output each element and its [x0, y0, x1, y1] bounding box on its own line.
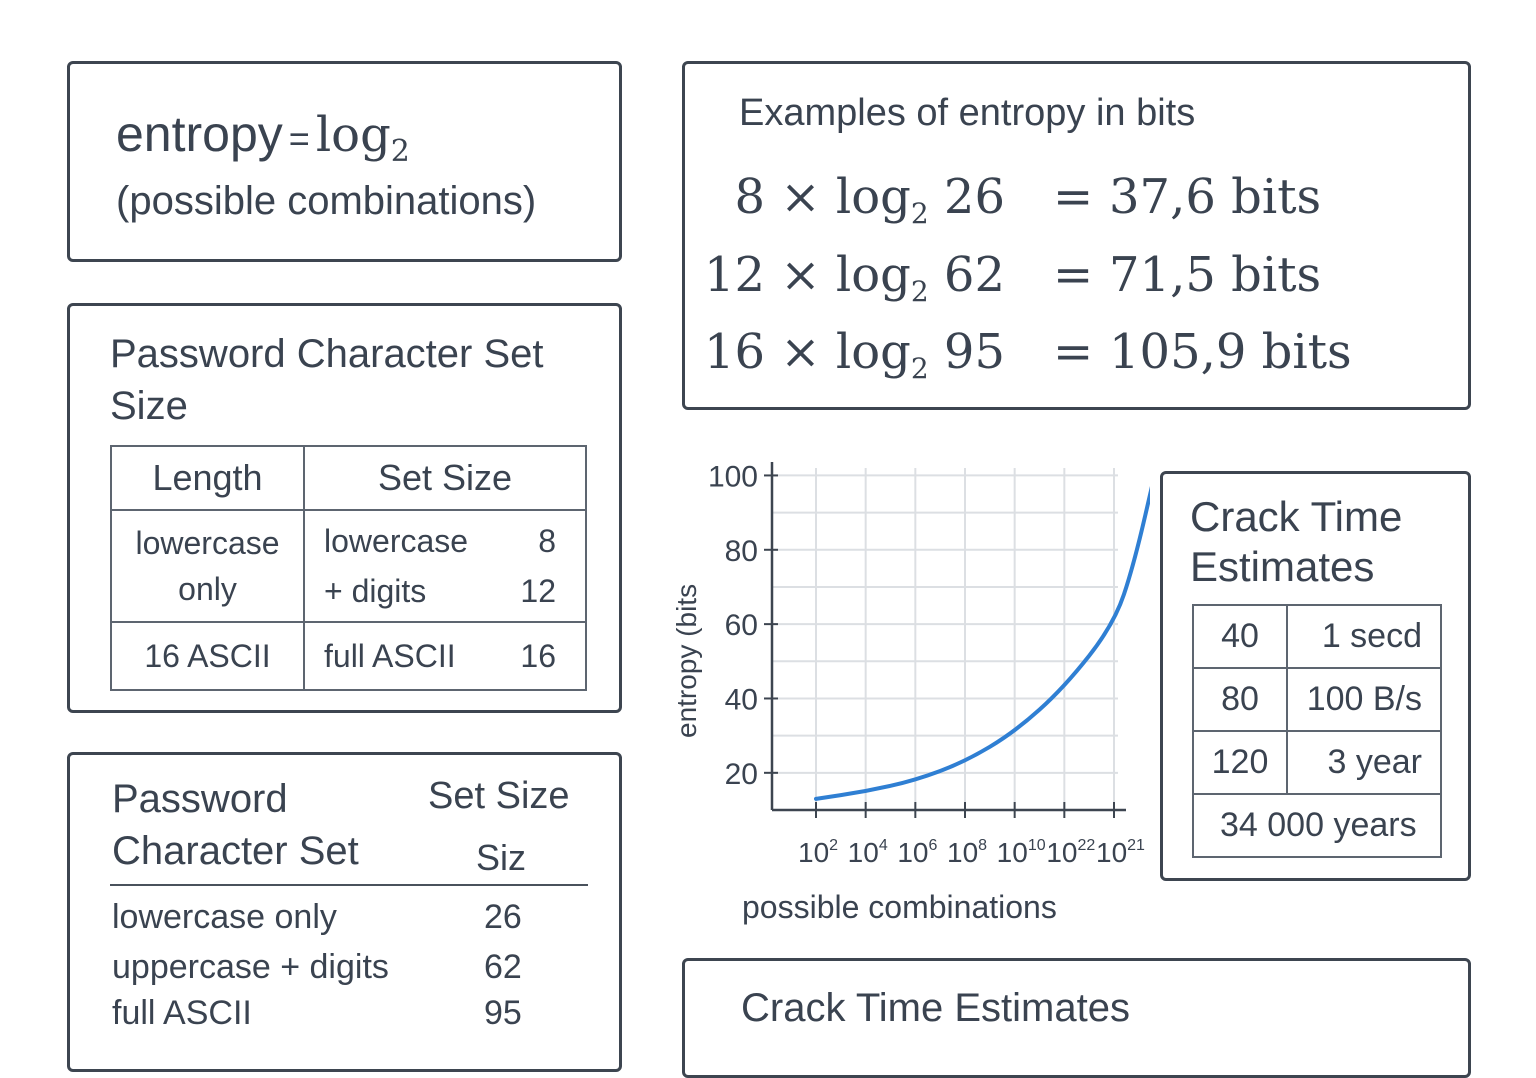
example-base: 2 [910, 197, 929, 230]
table-row: 80 100 B/s [1192, 667, 1442, 732]
list-item-label: full ASCII [112, 994, 252, 1032]
formula-log: log [315, 107, 391, 163]
example-result: 71,5 bits [1109, 247, 1322, 303]
table-cell: lowercase only [110, 509, 305, 623]
example-times: × [780, 169, 821, 225]
y-tick-label: 100 [708, 460, 758, 493]
formula-equals: = [288, 118, 310, 159]
entropy-chart: 20 40 60 80 100 102 104 106 108 1010 1022 1021 entro… [671, 460, 1150, 925]
cell-label: full ASCII [324, 637, 456, 674]
entropy-formula-card: entropy = log2 (possible combinations) [67, 61, 622, 262]
table-row: 40 1 secd [1192, 604, 1442, 669]
x-tick-label: 104 [848, 837, 888, 868]
example-base: 2 [910, 275, 929, 308]
table-header-row: Length Set Size [110, 445, 587, 511]
table-cell: 120 [1192, 730, 1288, 795]
y-axis-label: entropy (bits [671, 584, 702, 738]
charset-list-header: Password Character Set [112, 777, 359, 873]
charset-table: Length Set Size lowercase only lowercase… [110, 445, 587, 691]
list-item-label: lowercase only [112, 898, 337, 936]
crack-time-table: 40 1 secd 80 100 B/s 120 3 year 34 000 y… [1192, 604, 1442, 858]
cell-value: 16 [520, 637, 556, 674]
example-result: 105,9 bits [1109, 324, 1352, 380]
formula-line: entropy = log2 [116, 104, 410, 182]
list-item-value: 62 [484, 948, 522, 986]
example-times: × [780, 247, 821, 303]
table-cell: 80 [1192, 667, 1288, 732]
table-header-set-size: Set Size [303, 445, 587, 511]
entropy-examples-card: Examples of entropy in bits 8 × log2 26 … [682, 61, 1471, 410]
example-length: 12 [704, 247, 766, 303]
x-tick-label: 108 [947, 837, 987, 868]
set-size-header: Set Size [428, 775, 570, 817]
table-cell: 3 year [1286, 730, 1442, 795]
table-cell: 40 [1192, 604, 1288, 669]
set-size-subheader: Siz [476, 837, 527, 878]
example-row: 8 × log2 26 = 37,6 bits [685, 167, 1465, 230]
x-tick-label: 1010 [997, 837, 1046, 868]
table-cell: 100 B/s [1286, 667, 1442, 732]
series-line [814, 486, 1150, 801]
example-length: 8 [734, 169, 766, 225]
table-cell: 1 secd [1286, 604, 1442, 669]
example-row: 16 × log2 95 = 105,9 bits [685, 322, 1465, 385]
example-equals: = [1053, 247, 1094, 303]
example-log: log [835, 247, 911, 303]
examples-title: Examples of entropy in bits [739, 92, 1196, 134]
x-tick-label: 102 [798, 837, 838, 868]
example-log: log [835, 169, 911, 225]
cell-value: 8 [538, 523, 556, 559]
list-item-value: 95 [484, 994, 522, 1032]
example-log: log [835, 324, 911, 380]
charset-table-title: Password Character Set Size [110, 332, 544, 428]
table-cell: 16 ASCII [110, 621, 305, 691]
x-axis-label: possible combinations [742, 889, 1057, 925]
divider [110, 884, 588, 886]
cell-label: lowercase [324, 523, 469, 559]
table-row: 120 3 year [1192, 730, 1442, 795]
cell-value: 12 [520, 573, 556, 609]
table-header-length: Length [110, 445, 305, 511]
example-row: 12 × log2 62 = 71,5 bits [685, 245, 1465, 308]
example-base: 2 [910, 352, 929, 385]
x-tick-label: 1021 [1096, 837, 1145, 868]
table-row: 16 ASCII full ASCII 16 [110, 621, 587, 691]
x-tick-label: 1022 [1046, 837, 1095, 868]
cell-label: + digits [324, 573, 427, 609]
crack-time-bottom-title: Crack Time Estimates [741, 986, 1130, 1030]
example-set: 62 [943, 247, 1005, 303]
charset-list-card: Password Character Set Set Size Siz lowe… [67, 752, 622, 1072]
table-row: lowercase only lowercase 8 + digits 12 [110, 509, 587, 623]
y-tick-label: 80 [725, 535, 758, 568]
crack-time-bottom-card: Crack Time Estimates [682, 958, 1471, 1078]
list-item-label: uppercase + digits [112, 948, 389, 986]
charset-table-card: Password Character Set Size Length Set S… [67, 303, 622, 713]
formula-argument: (possible combinations) [116, 179, 537, 223]
example-set: 26 [943, 169, 1005, 225]
example-result: 37,6 bits [1109, 169, 1322, 225]
table-cell: lowercase 8 + digits 12 [303, 509, 587, 623]
x-tick-label: 106 [897, 837, 937, 868]
y-tick-label: 20 [725, 758, 758, 791]
y-tick-label: 40 [725, 683, 758, 716]
list-item-value: 26 [484, 898, 522, 936]
table-cell: 34 000 years [1192, 793, 1442, 858]
example-times: × [780, 324, 821, 380]
example-length: 16 [704, 324, 766, 380]
formula-lhs: entropy [116, 106, 283, 162]
example-equals: = [1053, 169, 1094, 225]
formula-base: 2 [390, 134, 410, 169]
example-set: 95 [943, 324, 1005, 380]
crack-time-title: Crack Time Estimates [1190, 493, 1403, 590]
y-tick-label: 60 [725, 609, 758, 642]
crack-time-card: Crack Time Estimates 40 1 secd 80 100 B/… [1160, 471, 1471, 881]
table-cell: full ASCII 16 [303, 621, 587, 691]
table-row: 34 000 years [1192, 793, 1442, 858]
example-equals: = [1053, 324, 1094, 380]
